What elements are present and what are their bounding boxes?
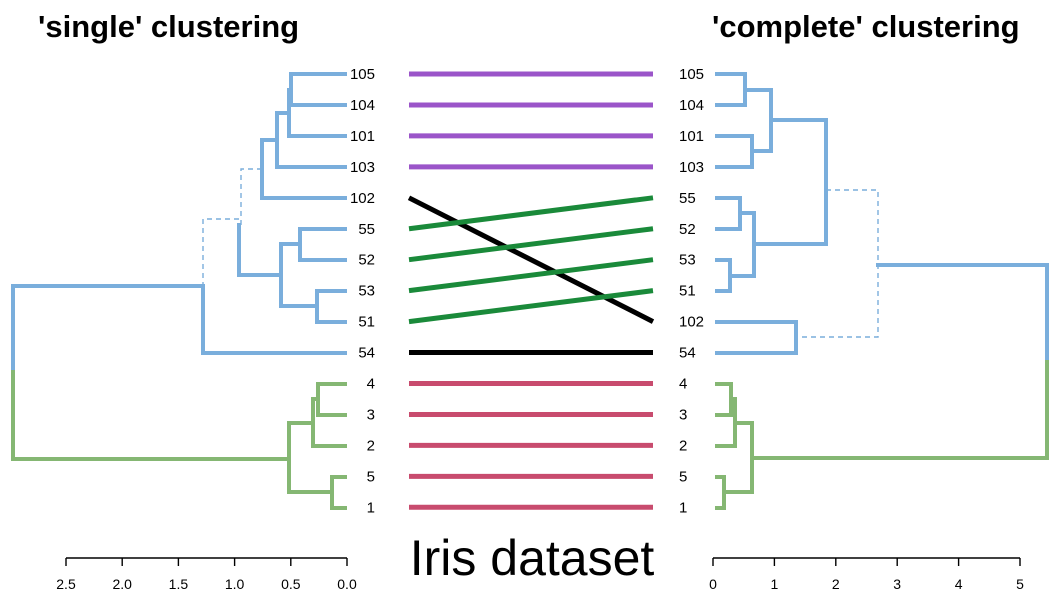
leaf-connector-line	[408, 288, 654, 325]
right-leaf-label: 52	[679, 221, 696, 238]
right-branch	[722, 421, 754, 494]
left-dashed-link	[202, 218, 239, 288]
right-axis-tick-label: 4	[955, 576, 963, 592]
left-dashed-link	[240, 168, 262, 225]
right-root-branch	[750, 360, 1049, 460]
left-branch	[201, 284, 347, 355]
left-branch	[315, 289, 347, 324]
left-branch	[237, 223, 283, 277]
left-axis-tick-label: 1.5	[169, 576, 189, 592]
right-axis-tick-label: 5	[1016, 576, 1024, 592]
right-dendrogram	[715, 72, 1049, 510]
left-axis-tick-label: 0.0	[337, 576, 357, 592]
right-branch	[752, 118, 828, 246]
right-leaf-label: 1	[679, 499, 687, 516]
left-leaf-label: 102	[350, 190, 375, 207]
leaf-connector-line	[407, 195, 655, 324]
right-branch	[715, 196, 742, 231]
right-leaf-label: 2	[679, 437, 687, 454]
left-dendrogram	[11, 72, 347, 510]
left-leaf-label: 3	[367, 406, 375, 423]
left-leaf-label: 4	[367, 376, 375, 393]
right-leaf-label: 53	[679, 252, 696, 269]
leaf-connector-line	[408, 195, 654, 232]
left-leaf-label: 51	[358, 314, 375, 331]
left-leaf-label: 2	[367, 437, 375, 454]
left-leaf-label: 103	[350, 159, 375, 176]
left-branch	[287, 421, 334, 494]
right-branch	[715, 134, 754, 169]
leaf-connector-line	[408, 257, 654, 294]
left-leaf-label: 54	[358, 345, 375, 362]
left-leaf-label: 55	[358, 221, 375, 238]
right-leaf-label: 4	[679, 376, 687, 393]
right-branch	[715, 72, 747, 107]
left-root-branch	[11, 284, 205, 374]
right-leaf-label: 3	[679, 406, 687, 423]
dataset-title: Iris dataset	[410, 530, 655, 586]
left-leaf-label: 5	[367, 468, 375, 485]
left-branch	[316, 382, 347, 417]
right-axis-tick-label: 2	[832, 576, 840, 592]
right-leaf-label: 105	[679, 66, 704, 83]
right-root-branch	[876, 263, 1049, 364]
right-leaf-label: 103	[679, 159, 704, 176]
left-branch	[287, 88, 347, 138]
left-dendrogram-title: 'single' clustering	[38, 9, 299, 44]
left-root-branch	[11, 370, 291, 461]
left-axis-tick-label: 1.0	[225, 576, 245, 592]
left-axis-tick-label: 2.5	[56, 576, 76, 592]
right-dendrogram-title: 'complete' clustering	[712, 9, 1020, 44]
leaf-connectors	[407, 71, 655, 510]
right-branch	[715, 320, 798, 355]
right-axis-tick-label: 3	[893, 576, 901, 592]
left-leaf-label: 105	[350, 66, 375, 83]
left-leaf-label: 104	[350, 97, 375, 114]
right-height-axis: 0 1 2 3 4 5	[709, 557, 1024, 592]
left-leaf-label: 52	[358, 252, 375, 269]
left-height-axis: 2.5 2.0 1.5 1.0 0.5 0.0	[56, 557, 357, 592]
right-leaf-label: 101	[679, 128, 704, 145]
left-leaf-label: 53	[358, 283, 375, 300]
right-leaf-label: 104	[679, 97, 704, 114]
right-branch	[743, 88, 773, 153]
left-branch	[298, 227, 347, 262]
right-leaf-label: 55	[679, 190, 696, 207]
right-leaf-label: 51	[679, 283, 696, 300]
left-axis-tick-label: 0.5	[281, 576, 301, 592]
right-axis-tick-label: 1	[771, 576, 779, 592]
left-axis-tick-label: 2.0	[112, 576, 132, 592]
right-leaf-label: 54	[679, 345, 696, 362]
right-axis-tick-label: 0	[709, 576, 717, 592]
right-leaf-label: 5	[679, 468, 687, 485]
right-branch	[715, 382, 733, 417]
left-branch	[289, 72, 347, 107]
left-leaf-label: 101	[350, 128, 375, 145]
right-dashed-link	[796, 189, 879, 338]
leaf-connector-line	[408, 226, 654, 263]
right-leaf-label: 102	[679, 314, 704, 331]
left-leaf-label: 1	[367, 499, 375, 516]
